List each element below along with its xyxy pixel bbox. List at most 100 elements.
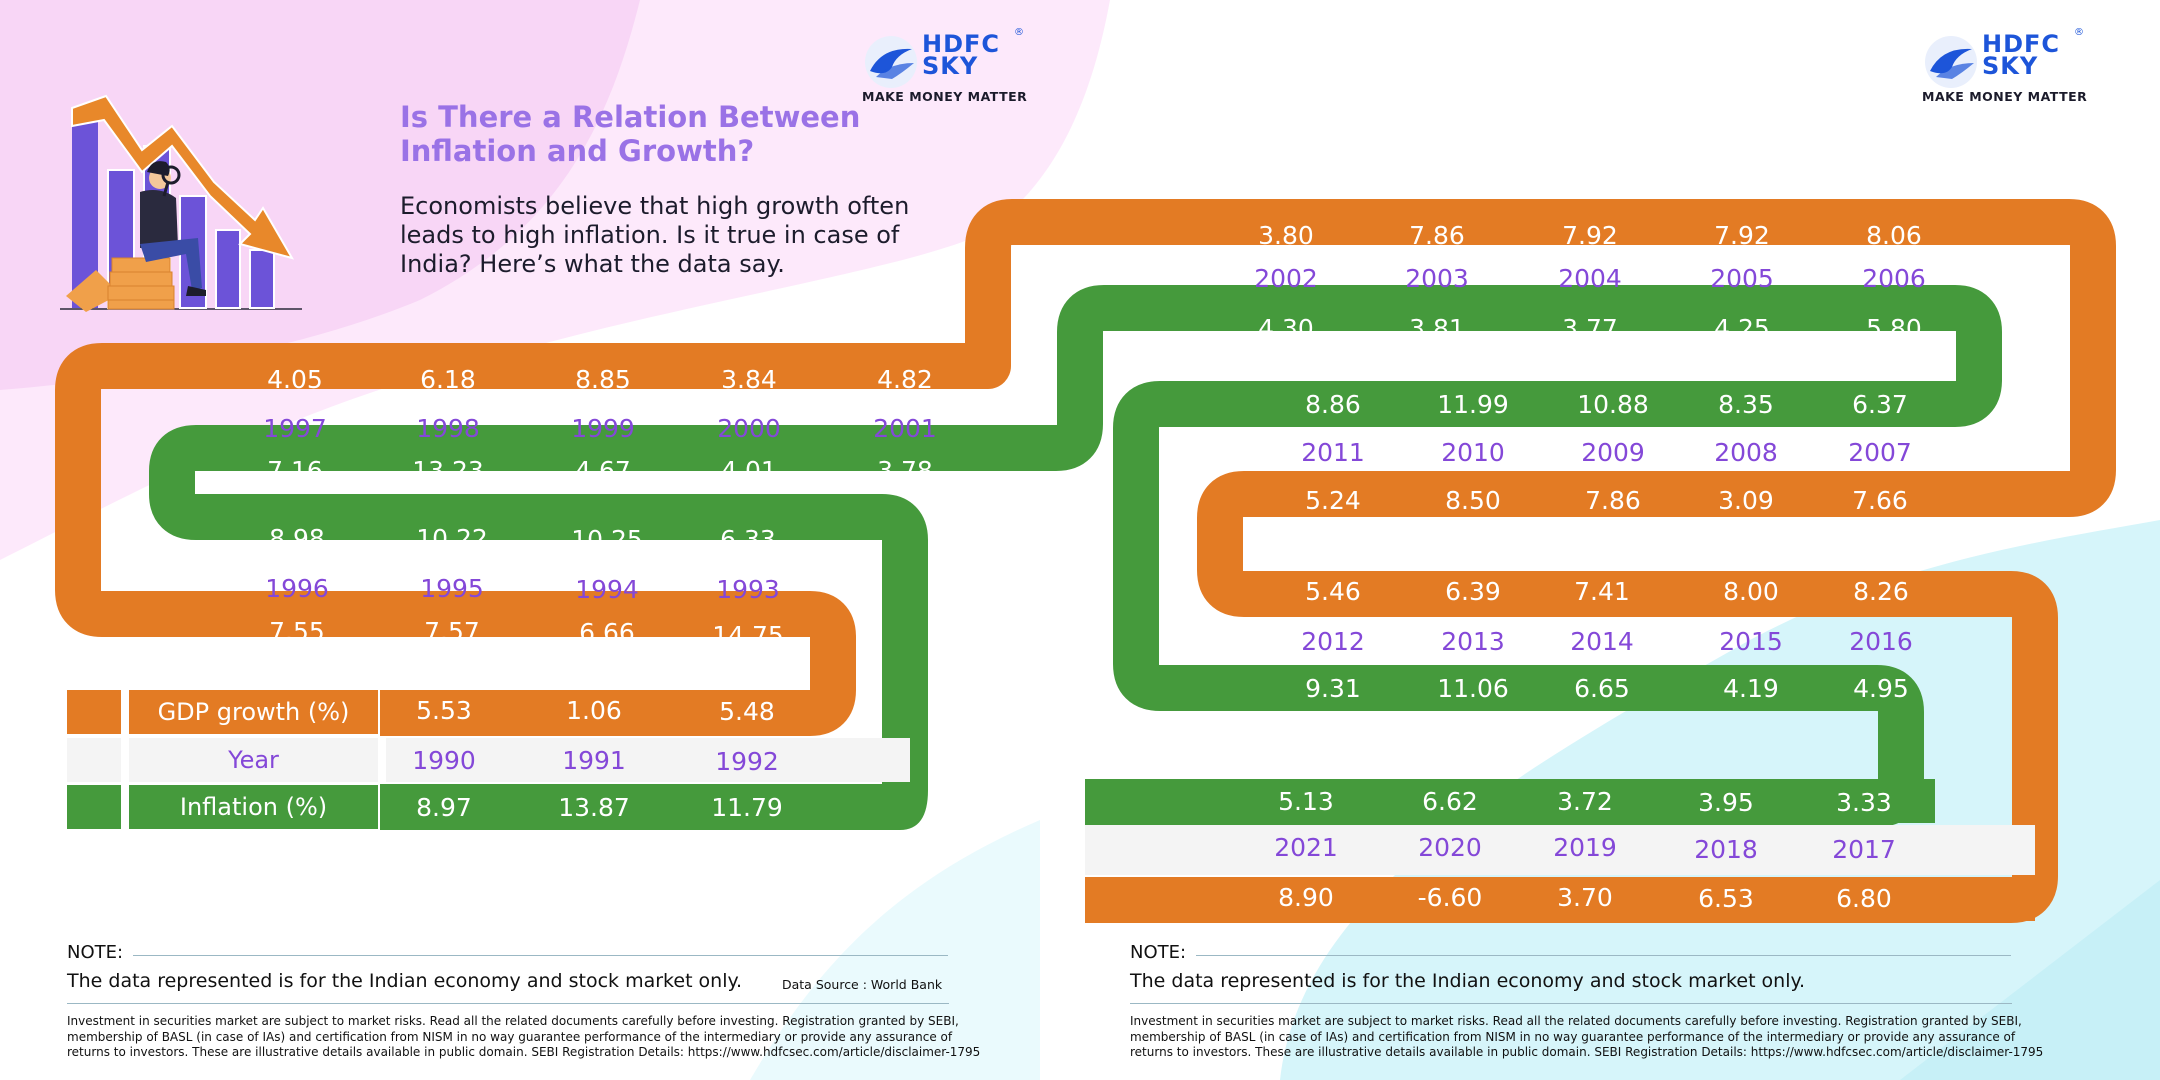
year-label: 2014 <box>1570 627 1634 656</box>
gdp-value: 3.84 <box>721 365 777 394</box>
legend-gdp-label: GDP growth (%) <box>157 698 350 726</box>
year-label: 1994 <box>575 575 639 604</box>
intro-text: Economists believe that high growth ofte… <box>400 192 910 278</box>
year-label: 2009 <box>1581 438 1645 467</box>
inflation-value: 3.81 <box>1409 314 1465 343</box>
year-label: 2006 <box>1862 264 1926 293</box>
note-divider-right <box>1196 955 2011 956</box>
year-label: 2008 <box>1714 438 1778 467</box>
inflation-value: 13.87 <box>558 793 630 822</box>
inflation-value: 4.19 <box>1723 674 1779 703</box>
year-label: 2012 <box>1301 627 1365 656</box>
inflation-value: 4.67 <box>575 456 631 485</box>
year-label: 2016 <box>1849 627 1913 656</box>
inflation-value: 3.77 <box>1562 314 1618 343</box>
hdfc-sky-logo-icon <box>865 36 917 88</box>
year-label: 2015 <box>1719 627 1783 656</box>
gdp-value: 8.90 <box>1278 883 1334 912</box>
inflation-value: 6.37 <box>1852 390 1908 419</box>
inflation-value: 10.22 <box>416 524 488 553</box>
legend-year-swatch <box>67 738 121 782</box>
inflation-value: 5.80 <box>1866 314 1922 343</box>
gdp-value: 7.86 <box>1585 486 1641 515</box>
year-label: 1998 <box>416 414 480 443</box>
inflation-value: 8.35 <box>1718 390 1774 419</box>
year-label: 1995 <box>420 574 484 603</box>
year-label: 1992 <box>715 747 779 776</box>
brand-tagline: MAKE MONEY MATTER <box>1922 89 2088 104</box>
year-label: 2007 <box>1848 438 1912 467</box>
gdp-value: 7.92 <box>1562 221 1618 250</box>
year-label: 2013 <box>1441 627 1505 656</box>
year-label: 2017 <box>1832 835 1896 864</box>
gdp-value: 5.53 <box>416 696 472 725</box>
inflation-band <box>149 285 2002 830</box>
brand-name-sky: SKY <box>922 52 979 80</box>
year-label: 2004 <box>1558 264 1622 293</box>
inflation-value: 11.06 <box>1437 674 1509 703</box>
brand-name-hdfc: HDFC <box>1982 30 2061 58</box>
year-label: 1997 <box>263 414 327 443</box>
year-label: 2021 <box>1274 833 1338 862</box>
inflation-value: 3.95 <box>1698 788 1754 817</box>
gdp-value: 8.50 <box>1445 486 1501 515</box>
brand-name-sky: SKY <box>1982 52 2039 80</box>
year-label: 1991 <box>562 746 626 775</box>
inflation-value: 3.72 <box>1557 787 1613 816</box>
year-label: 2011 <box>1301 438 1365 467</box>
gdp-value: 8.06 <box>1866 221 1922 250</box>
year-label: 1996 <box>265 574 329 603</box>
gdp-value: 5.24 <box>1305 486 1361 515</box>
inflation-value: 4.95 <box>1853 674 1909 703</box>
inflation-value: 4.01 <box>721 456 777 485</box>
brand-name-hdfc: HDFC <box>922 30 1001 58</box>
gdp-value: 5.46 <box>1305 577 1361 606</box>
growth-illustration <box>60 94 302 312</box>
inflation-value: 10.25 <box>571 525 643 554</box>
gdp-value: 8.00 <box>1723 577 1779 606</box>
gdp-value: 6.53 <box>1698 884 1754 913</box>
gdp-value: 7.86 <box>1409 221 1465 250</box>
inflation-value: 8.86 <box>1305 390 1361 419</box>
year-label: 2018 <box>1694 835 1758 864</box>
legend-gdp-box <box>129 690 378 734</box>
year-label: 2020 <box>1418 833 1482 862</box>
cyan-blob-left <box>750 820 1040 1080</box>
legend-inflation-box <box>129 785 378 829</box>
gdp-value: 8.26 <box>1853 577 1909 606</box>
gdp-value: 3.70 <box>1557 883 1613 912</box>
inflation-value: 10.88 <box>1577 390 1649 419</box>
cyan-blob-corner <box>1900 880 2160 1080</box>
year-label: 2010 <box>1441 438 1505 467</box>
legend-year-box <box>129 738 378 782</box>
registered-mark: ® <box>1014 27 1024 38</box>
registered-mark: ® <box>2074 27 2084 38</box>
legend-gdp-join <box>386 690 392 734</box>
gdp-value: 7.66 <box>1852 486 1908 515</box>
year-label: 2000 <box>717 414 781 443</box>
inflation-value: 8.97 <box>416 793 472 822</box>
inflation-value: 3.33 <box>1836 788 1892 817</box>
data-source: Data Source : World Bank <box>782 977 943 992</box>
gdp-value: 4.82 <box>877 365 933 394</box>
year-label: 2019 <box>1553 833 1617 862</box>
gdp-value: 3.80 <box>1258 221 1314 250</box>
inflation-value: 4.25 <box>1714 314 1770 343</box>
year-label: 1993 <box>716 575 780 604</box>
inflation-value: 6.62 <box>1422 787 1478 816</box>
gdp-value: 14.75 <box>712 621 784 650</box>
inflation-value: 9.31 <box>1305 674 1361 703</box>
legend-year-label: Year <box>228 746 279 774</box>
gdp-value: 7.55 <box>269 617 325 646</box>
inflation-value: 6.65 <box>1574 674 1630 703</box>
year-label: 1999 <box>571 414 635 443</box>
note-divider-right-2 <box>1130 1003 2012 1004</box>
gdp-value: 4.05 <box>267 365 323 394</box>
gdp-band <box>55 199 2116 923</box>
gdp-value: 1.06 <box>566 696 622 725</box>
gdp-value: -6.60 <box>1417 883 1483 912</box>
inflation-value: 3.78 <box>877 456 933 485</box>
gdp-value: 3.09 <box>1718 486 1774 515</box>
note-divider-left-2 <box>67 1003 949 1004</box>
